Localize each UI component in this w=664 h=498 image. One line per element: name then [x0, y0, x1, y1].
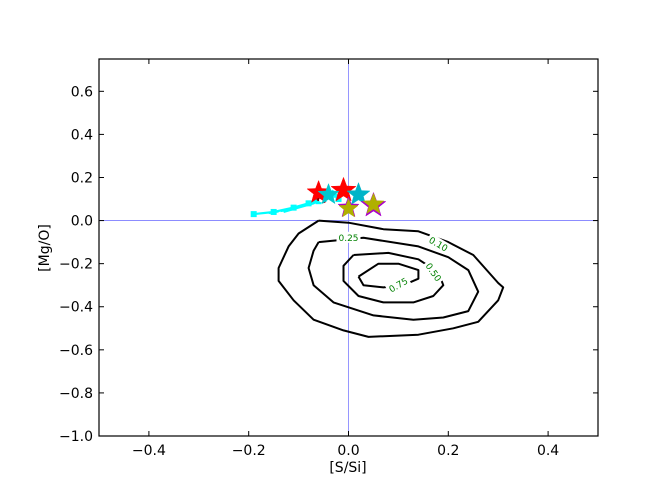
contour-label-bg	[336, 231, 361, 243]
star-markers	[306, 176, 387, 218]
track-marker-2	[290, 204, 297, 211]
contour-0.10	[277, 219, 505, 338]
y-tick-label: 0.0	[71, 214, 93, 230]
star-marker-6	[362, 192, 385, 214]
y-tick-label: −1.0	[59, 429, 93, 445]
contour-0.75	[357, 262, 420, 289]
star-marker-1	[330, 176, 357, 202]
y-tick-label: −0.2	[59, 257, 93, 273]
track-marker-3	[305, 200, 312, 207]
x-tick-label: 0.4	[537, 443, 559, 459]
y-tick-label: −0.8	[59, 386, 93, 402]
axes: −0.4 −0.2 0.0 0.2 0.4 −1.0 −0.8 −0.6 −0.4 −0.2 0.0…	[59, 58, 599, 459]
reference-lines	[99, 59, 598, 436]
y-axis-label: [Mg/O]	[37, 224, 53, 272]
contour-label-group-0.25: 0.25	[336, 231, 361, 244]
contour-0.25	[307, 236, 480, 321]
contour-label-bg	[422, 259, 446, 285]
track-marker-4	[315, 198, 322, 205]
y-tick-label: −0.6	[59, 343, 93, 359]
star-marker-2	[317, 182, 340, 205]
track-marker-0	[250, 211, 257, 218]
x-tick-label: 0.0	[337, 443, 359, 459]
contour-lines	[277, 219, 505, 338]
y-tick-label: 0.6	[71, 84, 93, 100]
contour-0.50	[342, 251, 445, 304]
y-tick-label: −0.4	[59, 300, 93, 316]
y-tick-label: 0.4	[71, 127, 93, 143]
contour-label-bg	[425, 233, 452, 255]
x-tick-label: −0.2	[232, 443, 266, 459]
contour-label-0.25: 0.25	[338, 234, 358, 244]
star-marker-3	[346, 181, 371, 205]
contour-label-bg	[385, 274, 412, 296]
star-marker-7	[338, 197, 359, 218]
x-tick-label: −0.4	[132, 443, 166, 459]
track-marker-1	[270, 208, 277, 215]
x-axis-label: [S/Si]	[329, 460, 366, 476]
y-tick-label: 0.2	[71, 170, 93, 186]
x-tick-label: 0.2	[437, 443, 459, 459]
